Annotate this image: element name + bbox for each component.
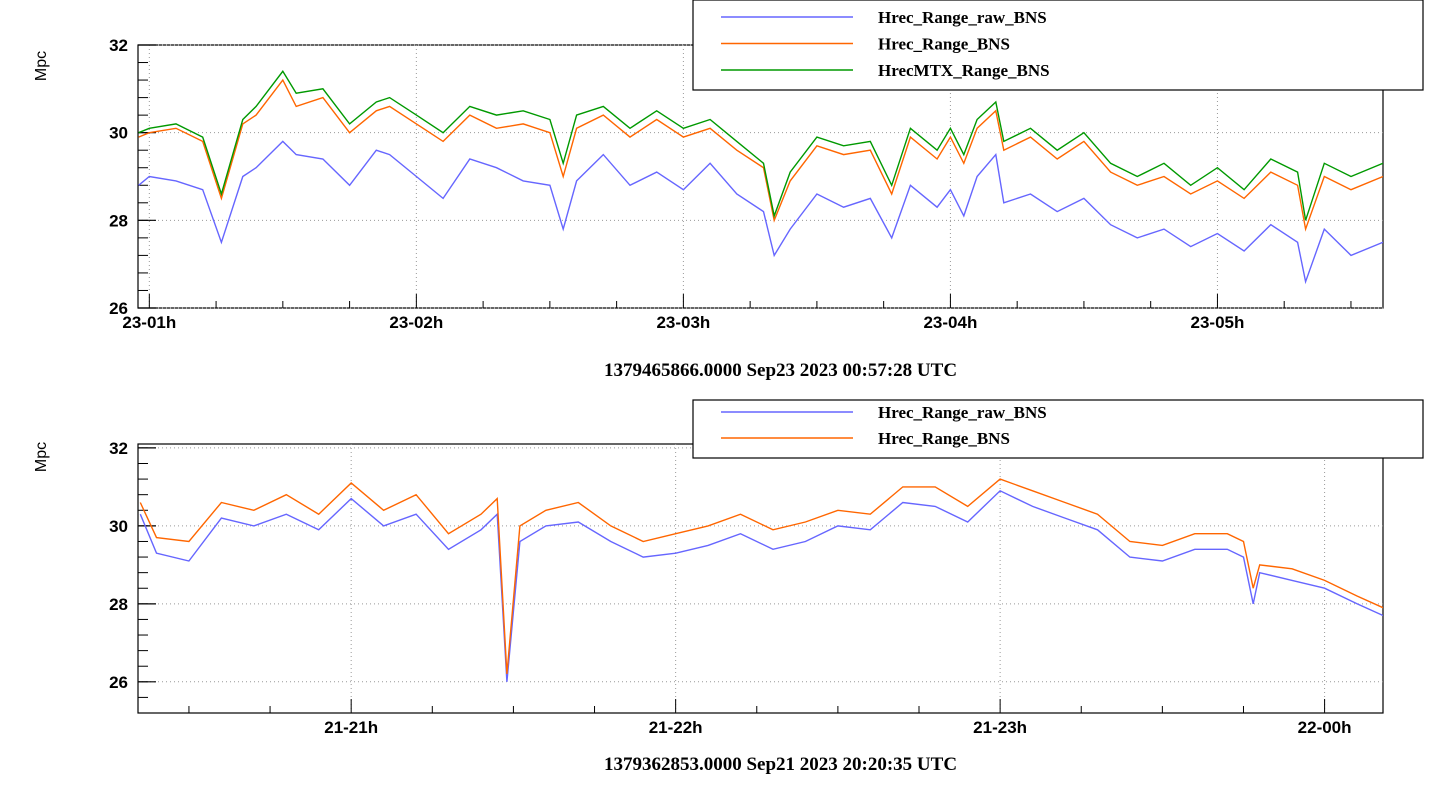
series-line-Hrec_Range_BNS bbox=[139, 478, 1383, 675]
legend-entry: Hrec_Range_BNS bbox=[878, 35, 1010, 54]
legend-box bbox=[692, 399, 1424, 459]
x-tick-label: 23-02h bbox=[389, 313, 443, 332]
x-tick-label: 21-21h bbox=[324, 718, 378, 737]
x-tick-label: 23-04h bbox=[923, 313, 977, 332]
plot-frame bbox=[137, 443, 1384, 714]
y-axis-label: Mpc bbox=[33, 442, 50, 472]
legend: Hrec_Range_raw_BNS Hrec_Range_BNS HrecMTX_… bbox=[692, 0, 1424, 91]
y-tick-label: 30 bbox=[109, 124, 128, 143]
x-tick-label: 23-05h bbox=[1191, 313, 1245, 332]
legend-entry: Hrec_Range_raw_BNS bbox=[878, 8, 1047, 27]
series-line-Hrec_Range_raw_BNS bbox=[138, 140, 1383, 285]
x-tick-label: 21-22h bbox=[649, 718, 703, 737]
legend: Hrec_Range_raw_BNS Hrec_Range_BNS bbox=[692, 399, 1424, 459]
legend-entry: Hrec_Range_BNS bbox=[878, 429, 1010, 448]
y-tick-label: 30 bbox=[109, 517, 128, 536]
x-axis-label: 1379465866.0000 Sep23 2023 00:57:28 UTC bbox=[604, 360, 957, 381]
x-tick-label: 21-23h bbox=[973, 718, 1027, 737]
y-tick-label: 26 bbox=[109, 299, 128, 318]
chart-panel-bottom: 26 28 30 32 21-21h 21-22h 21-23h 22-00h Mpc 13793… bbox=[33, 399, 1424, 775]
legend-entry: HrecMTX_Range_BNS bbox=[878, 61, 1050, 80]
y-tick-label: 32 bbox=[109, 36, 128, 55]
y-axis-label: Mpc bbox=[33, 51, 50, 81]
x-axis-label: 1379362853.0000 Sep21 2023 20:20:35 UTC bbox=[604, 754, 957, 775]
y-tick-label: 28 bbox=[109, 211, 128, 230]
x-tick-label: 23-03h bbox=[656, 313, 710, 332]
x-tick-label: 22-00h bbox=[1298, 718, 1352, 737]
series-line-Hrec_Range_raw_BNS bbox=[139, 489, 1383, 682]
x-tick-label: 23-01h bbox=[122, 313, 176, 332]
series-line-HrecMTX_Range_BNS bbox=[138, 70, 1383, 221]
series-line-Hrec_Range_BNS bbox=[138, 78, 1383, 232]
chart-panel-top: 26 28 30 32 23-01h 23-02h 23-03h 23-04h 23-05h Mp… bbox=[33, 0, 1424, 381]
legend-box bbox=[692, 0, 1424, 91]
y-tick-label: 32 bbox=[109, 439, 128, 458]
legend-entry: Hrec_Range_raw_BNS bbox=[878, 403, 1047, 422]
y-tick-label: 26 bbox=[109, 673, 128, 692]
y-tick-label: 28 bbox=[109, 595, 128, 614]
